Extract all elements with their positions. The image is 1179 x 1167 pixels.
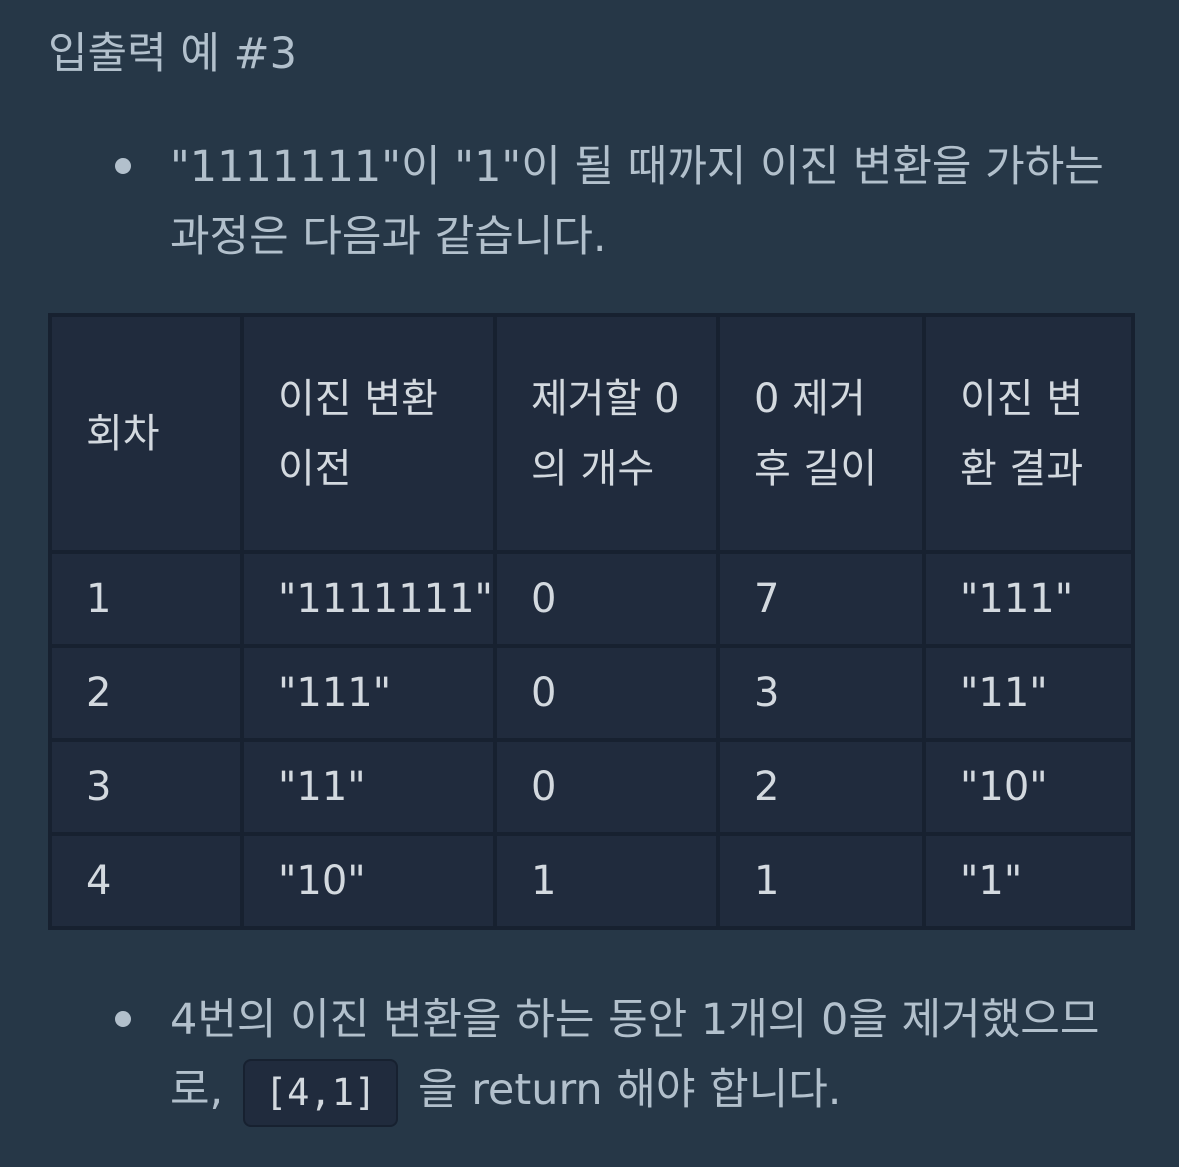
table-cell: 1 [493, 832, 720, 930]
column-header-zeros-removed: 제거할 0의 개수 [493, 313, 720, 554]
table-row: 3 "11" 0 2 "10" [48, 738, 1135, 836]
table-cell: "111" [922, 550, 1135, 648]
table-cell: "111" [240, 644, 497, 742]
table-header-row: 회차 이진 변환 이전 제거할 0의 개수 0 제거 후 길이 이진 변환 결과 [48, 313, 1135, 554]
table-cell: "1" [922, 832, 1135, 930]
table-row: 4 "10" 1 1 "1" [48, 832, 1135, 930]
table-cell: 7 [716, 550, 926, 648]
table-cell: "10" [240, 832, 497, 930]
table-cell: 1 [48, 550, 244, 648]
table-cell: "11" [922, 644, 1135, 742]
list-item-text-tail: 을 return 해야 합니다. [417, 1065, 842, 1115]
table-cell: 1 [716, 832, 926, 930]
column-header-length: 0 제거 후 길이 [716, 313, 926, 554]
table-cell: 0 [493, 644, 720, 742]
table-cell: "11" [240, 738, 497, 836]
table-cell: "10" [922, 738, 1135, 836]
table-cell: 0 [493, 550, 720, 648]
table-cell: 0 [493, 738, 720, 836]
section-heading: 입출력 예 #3 [48, 29, 297, 79]
list-item: 4번의 이진 변환을 하는 동안 1개의 0을 제거했으므로, [4,1] 을 … [115, 985, 1130, 1127]
list-item-text: 4번의 이진 변환을 하는 동안 1개의 0을 제거했으므로, [170, 995, 1100, 1115]
list-item-text: "1111111"이 "1"이 될 때까지 이진 변환을 가하는 과정은 다음과… [170, 142, 1104, 262]
table-cell: 3 [716, 644, 926, 742]
table-cell: 2 [716, 738, 926, 836]
conversion-table: 회차 이진 변환 이전 제거할 0의 개수 0 제거 후 길이 이진 변환 결과… [48, 313, 1135, 930]
table-cell: 4 [48, 832, 244, 930]
bullet-dot-icon [115, 158, 131, 174]
bullet-dot-icon [115, 1011, 131, 1027]
table-cell: 3 [48, 738, 244, 836]
column-header-before: 이진 변환 이전 [240, 313, 497, 554]
table-row: 1 "1111111" 0 7 "111" [48, 550, 1135, 648]
list-item: "1111111"이 "1"이 될 때까지 이진 변환을 가하는 과정은 다음과… [115, 132, 1130, 272]
table-row: 2 "111" 0 3 "11" [48, 644, 1135, 742]
table-cell: "1111111" [240, 550, 497, 648]
table-cell: 2 [48, 644, 244, 742]
column-header-result: 이진 변환 결과 [922, 313, 1135, 554]
column-header-round: 회차 [48, 313, 244, 554]
inline-code: [4,1] [242, 1058, 399, 1127]
